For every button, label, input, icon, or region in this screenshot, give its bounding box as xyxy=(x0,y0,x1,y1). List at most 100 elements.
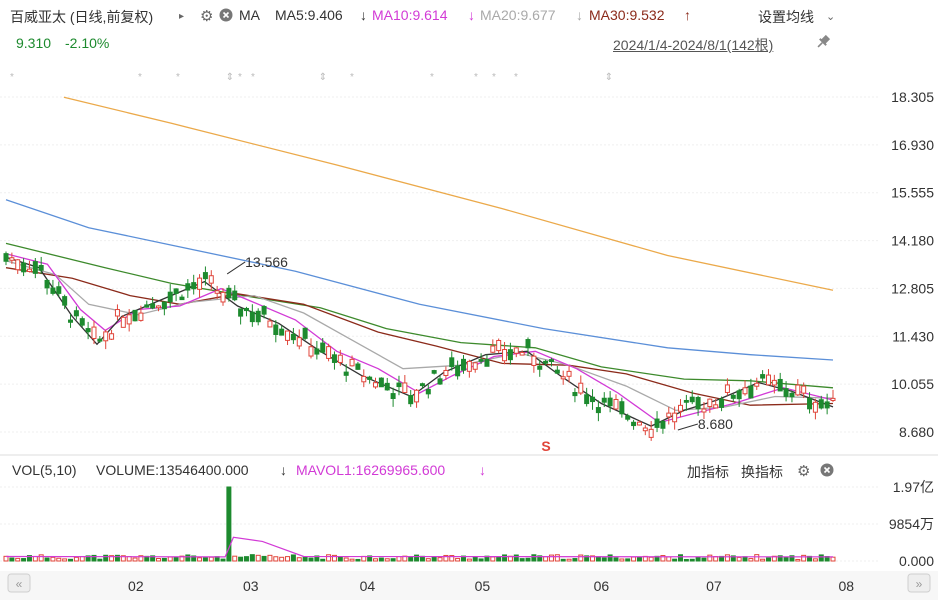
candle-body xyxy=(513,347,519,354)
candle-body xyxy=(26,268,32,272)
scroll-left-button[interactable] xyxy=(7,573,31,593)
candle-body xyxy=(138,312,144,321)
x-tick-label: 04 xyxy=(360,578,376,594)
candle-body xyxy=(355,363,361,370)
candle-body xyxy=(21,262,27,273)
scroll-right-button[interactable] xyxy=(907,573,931,593)
volume-bar xyxy=(191,555,197,562)
candle-body xyxy=(109,333,115,340)
volume-bar xyxy=(648,556,654,562)
switch-indicator-button[interactable]: 换指标 xyxy=(741,464,783,480)
volume-bar xyxy=(449,555,455,562)
candles: 13.566 8.680 S xyxy=(3,251,836,454)
candle-body xyxy=(68,319,74,323)
candle-body xyxy=(120,316,126,328)
volume-bar xyxy=(695,556,701,562)
volume-bar xyxy=(431,556,437,562)
volume-bar xyxy=(625,558,631,562)
gear-icon[interactable]: ⚙ xyxy=(797,463,811,480)
close-icon[interactable] xyxy=(820,462,834,478)
volume-bar xyxy=(290,554,296,562)
candle-body xyxy=(384,382,390,391)
close-icon[interactable] xyxy=(219,7,233,23)
candle-body xyxy=(56,286,62,294)
candle-body xyxy=(343,371,349,376)
volume-bar xyxy=(390,558,396,562)
event-marker: * xyxy=(430,72,434,83)
candle-body xyxy=(414,389,420,403)
gear-icon[interactable]: ⚙ xyxy=(200,8,214,25)
date-range[interactable]: 2024/1/4-2024/8/1(142根) xyxy=(613,37,774,53)
volume-bar xyxy=(572,558,578,562)
candle-body xyxy=(478,359,484,362)
high-label: 13.566 xyxy=(245,254,288,270)
candle-body xyxy=(595,407,601,414)
event-marker: * xyxy=(138,72,142,83)
candle-body xyxy=(537,365,543,370)
volume-bar xyxy=(437,557,443,562)
volume-bar xyxy=(232,555,238,562)
volume-bar xyxy=(308,557,314,562)
volume-bar xyxy=(261,555,267,562)
up-arrow-icon: ↑ xyxy=(684,7,691,23)
candle-body xyxy=(220,291,226,303)
volume-bar xyxy=(255,554,261,562)
ma-line-ma250 xyxy=(63,96,834,291)
volume-bar xyxy=(202,557,208,562)
volume-bar xyxy=(789,555,795,562)
candle-body xyxy=(701,408,707,413)
volume-bar xyxy=(730,555,736,562)
y-tick-label: 12.805 xyxy=(891,280,934,296)
candle-body xyxy=(179,296,185,301)
volume-bar xyxy=(777,555,783,562)
candle-body xyxy=(760,374,766,379)
candle-body xyxy=(167,291,173,303)
candle-body xyxy=(15,259,21,271)
candle-body xyxy=(337,354,343,363)
candle-body xyxy=(689,396,695,403)
candle-body xyxy=(197,277,203,290)
change-percent: -2.10% xyxy=(65,35,110,51)
volume-bar xyxy=(783,556,789,562)
stock-name[interactable]: 百威亚太 (日线,前复权) xyxy=(10,9,154,25)
candle-body xyxy=(226,287,232,299)
volume-bar xyxy=(812,558,818,562)
candle-body xyxy=(349,358,355,367)
volume-bar xyxy=(155,557,161,562)
volume-bar xyxy=(455,557,461,562)
volume-bar xyxy=(736,556,742,562)
candle-body xyxy=(144,304,150,308)
candle-body xyxy=(3,253,9,262)
volume-bar xyxy=(91,554,97,562)
volume-bar xyxy=(578,554,584,562)
volume-bar xyxy=(68,558,74,562)
ma20-value: MA20:9.677 xyxy=(480,7,556,23)
candle-body xyxy=(724,384,730,393)
volume-bar xyxy=(21,558,27,562)
volume-bar xyxy=(414,554,420,562)
candle-body xyxy=(279,328,285,336)
expand-arrow-icon[interactable]: ▸ xyxy=(179,11,185,22)
ma-settings-button[interactable]: 设置均线 xyxy=(758,9,814,25)
volume-bar xyxy=(114,554,120,562)
volume-bar xyxy=(525,557,531,562)
volume-bar xyxy=(138,555,144,562)
add-indicator-button[interactable]: 加指标 xyxy=(687,464,729,480)
y-tick-label: 10.055 xyxy=(891,376,934,392)
candle-body xyxy=(642,427,648,432)
y-tick-label: 14.180 xyxy=(891,233,934,249)
volume-bar xyxy=(185,554,191,562)
volume-bar xyxy=(396,556,402,562)
time-axis: 02 03 04 05 06 07 08 xyxy=(128,578,854,594)
candle-body xyxy=(824,401,830,409)
candle-body xyxy=(378,377,384,388)
volume-bar xyxy=(595,556,601,562)
candle-body xyxy=(777,378,783,392)
candle-body xyxy=(730,394,736,399)
candle-body xyxy=(672,412,678,423)
event-marker: * xyxy=(238,72,242,83)
ma-line-ma120 xyxy=(5,199,834,361)
pin-icon[interactable] xyxy=(814,33,832,54)
candle-body xyxy=(202,272,208,280)
volume-bar xyxy=(267,554,273,562)
